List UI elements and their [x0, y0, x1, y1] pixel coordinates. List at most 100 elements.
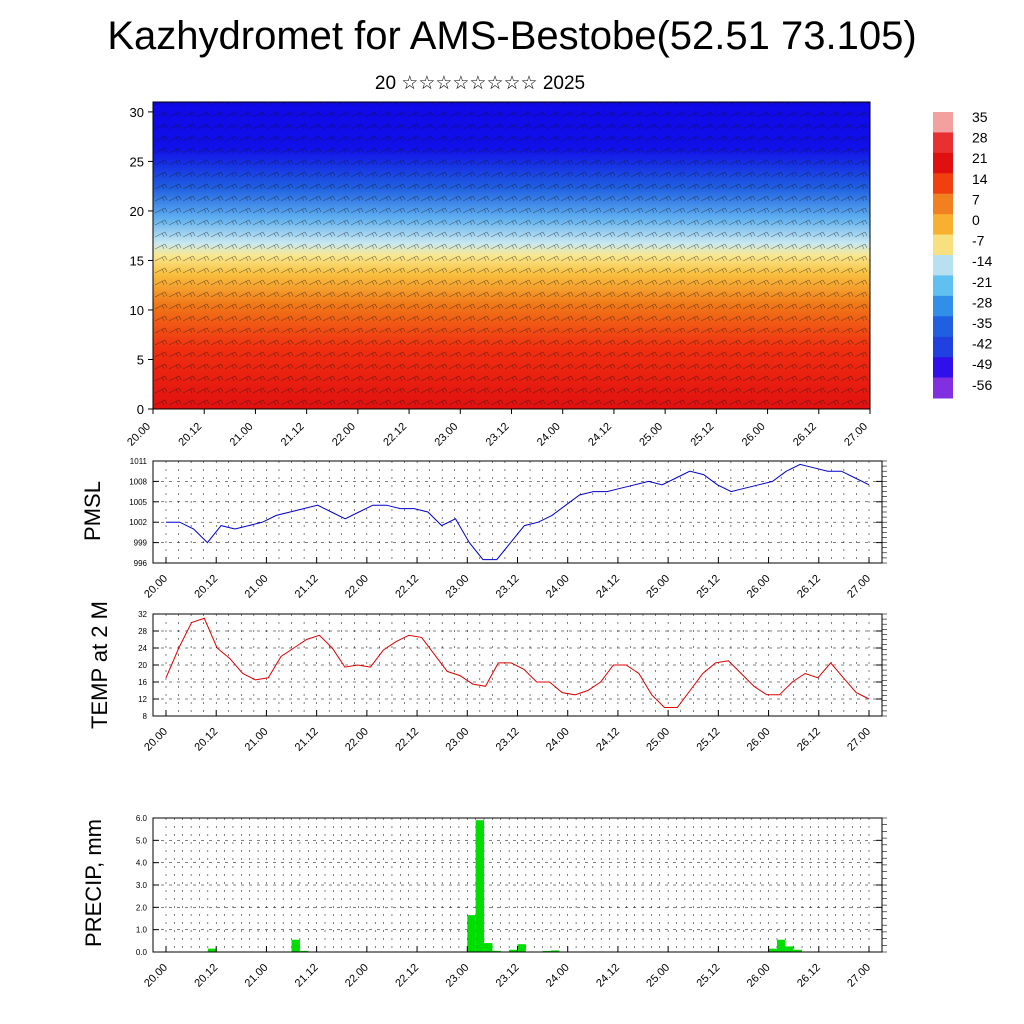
- colorbar-swatch: [933, 316, 953, 338]
- y-tick-label: 32: [138, 610, 147, 619]
- x-tick-label: 20.12: [192, 726, 220, 754]
- x-tick-label: 20.00: [142, 573, 170, 601]
- colorbar: 35 28 21 14 7 0 -7 -14 -21 -28 -35 -42 -49 -56: [933, 109, 992, 399]
- x-tick-label: 25.12: [695, 962, 723, 990]
- x-tick-label: 25.12: [695, 726, 723, 754]
- precip-bar: [517, 944, 526, 952]
- heatmap-x-tick-label: 27.00: [842, 421, 870, 449]
- heatmap-x-tick-label: 25.12: [689, 421, 717, 449]
- precip-bar: [793, 949, 803, 952]
- colorbar-swatch: [933, 336, 953, 358]
- colorbar-label: -42: [972, 336, 992, 352]
- x-tick-label: 23.00: [443, 573, 471, 601]
- colorbar-swatch: [933, 173, 953, 195]
- heatmap-x-tick-label: 26.12: [791, 421, 819, 449]
- precip-bar: [467, 915, 476, 952]
- precip-bar: [492, 950, 501, 952]
- y-tick-label: 0.0: [136, 948, 148, 957]
- x-tick-label: 24.12: [594, 962, 622, 990]
- precip-bar: [299, 950, 309, 952]
- x-tick-label: 22.00: [343, 962, 371, 990]
- precip-axis-label: PRECIP, mm: [81, 819, 106, 947]
- y-tick-label: 6.0: [136, 814, 148, 823]
- x-tick-label: 23.12: [494, 726, 522, 754]
- x-tick-label: 21.12: [293, 962, 321, 990]
- y-tick-label: 1005: [129, 498, 147, 507]
- y-tick-label: 996: [134, 559, 148, 568]
- x-tick-label: 22.12: [393, 726, 421, 754]
- colorbar-swatch: [933, 255, 953, 276]
- x-tick-label: 25.00: [644, 573, 672, 601]
- x-tick-label: 26.00: [745, 726, 773, 754]
- y-tick-label: 8: [143, 712, 148, 721]
- x-tick-label: 24.00: [544, 962, 572, 990]
- x-tick-label: 23.12: [494, 573, 522, 601]
- y-tick-label: 1008: [129, 477, 147, 486]
- colorbar-label: 14: [972, 171, 988, 187]
- precip-bar: [768, 948, 777, 952]
- x-tick-label: 21.00: [243, 726, 271, 754]
- wind-barbs-overlay: [153, 102, 870, 409]
- x-tick-label: 26.00: [745, 962, 773, 990]
- heatmap-x-tick-label: 21.12: [279, 421, 307, 449]
- x-tick-label: 23.00: [443, 726, 471, 754]
- heatmap-x-tick-label: 23.12: [484, 421, 512, 449]
- heatmap-x-tick-label: 26.00: [740, 421, 768, 449]
- pmsl-frame: [152, 460, 883, 564]
- x-tick-label: 23.00: [443, 962, 471, 990]
- colorbar-swatch: [933, 234, 953, 256]
- y-tick-label: 16: [138, 678, 147, 687]
- heatmap-y-tick-label: 20: [130, 204, 144, 219]
- heatmap-x-tick-label: 23.00: [432, 421, 460, 449]
- y-tick-label: 4.0: [136, 859, 148, 868]
- colorbar-label: -49: [972, 356, 992, 372]
- x-tick-label: 22.00: [343, 573, 371, 601]
- x-tick-label: 20.12: [192, 962, 220, 990]
- heatmap-y-tick-label: 15: [130, 253, 144, 268]
- y-tick-label: 28: [138, 627, 147, 636]
- x-tick-label: 20.00: [142, 962, 170, 990]
- colorbar-label: 21: [972, 150, 988, 166]
- heatmap-y-tick-label: 5: [137, 352, 144, 367]
- temp-frame: [152, 613, 883, 717]
- x-tick-label: 25.00: [644, 962, 672, 990]
- y-tick-label: 1.0: [136, 926, 148, 935]
- x-tick-label: 25.00: [644, 726, 672, 754]
- colorbar-swatch: [933, 295, 953, 317]
- colorbar-label: -56: [972, 377, 992, 393]
- y-tick-label: 12: [138, 695, 147, 704]
- x-tick-label: 25.12: [695, 573, 723, 601]
- x-tick-label: 24.00: [544, 726, 572, 754]
- colorbar-label: -21: [972, 274, 992, 290]
- x-tick-label: 24.12: [594, 726, 622, 754]
- heatmap-x-tick-label: 24.12: [586, 421, 614, 449]
- precip-bar: [785, 946, 794, 952]
- x-tick-label: 27.00: [845, 962, 873, 990]
- y-tick-label: 3.0: [136, 881, 148, 890]
- x-tick-label: 24.00: [544, 573, 572, 601]
- colorbar-swatch: [933, 377, 953, 399]
- x-tick-label: 21.00: [243, 573, 271, 601]
- temp-series-line: [165, 617, 870, 708]
- x-tick-label: 27.00: [845, 726, 873, 754]
- y-tick-label: 1002: [129, 518, 147, 527]
- colorbar-label: -7: [972, 233, 985, 249]
- colorbar-label: 7: [972, 191, 980, 207]
- y-tick-label: 24: [138, 644, 147, 653]
- heatmap-x-tick-label: 25.00: [637, 421, 665, 449]
- x-tick-label: 26.00: [745, 573, 773, 601]
- heatmap-y-tick-label: 30: [130, 105, 144, 120]
- colorbar-swatch: [933, 112, 953, 133]
- precip-bar: [542, 950, 551, 952]
- heatmap-y-tick-label: 25: [130, 154, 144, 169]
- precip-bar: [291, 939, 300, 952]
- chart-subtitle: 20 ☆☆☆☆☆☆☆☆ 2025: [374, 73, 586, 94]
- chart-title: Kazhydromet for AMS-Bestobe(52.51 73.105…: [107, 14, 917, 58]
- colorbar-label: -14: [972, 253, 992, 269]
- y-tick-label: 1011: [130, 457, 148, 466]
- x-tick-label: 26.12: [795, 573, 823, 601]
- heatmap-x-tick-label: 24.00: [535, 421, 563, 449]
- temp-axis-label: TEMP at 2 M: [87, 601, 112, 729]
- colorbar-swatch: [933, 132, 953, 154]
